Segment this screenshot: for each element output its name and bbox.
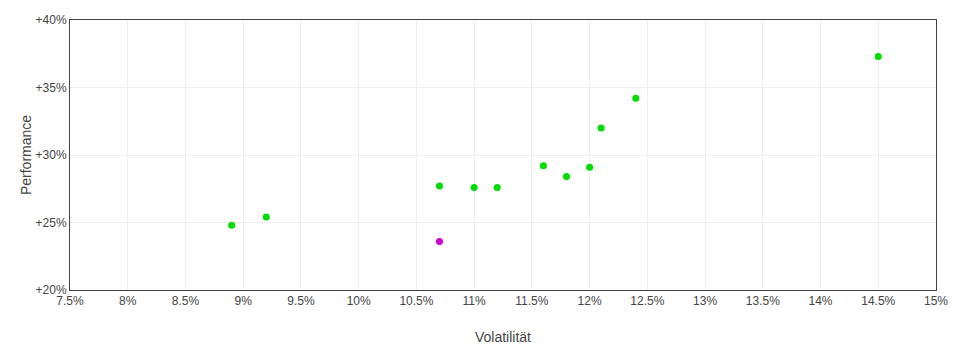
svg-text:11.5%: 11.5% [515,294,548,308]
svg-text:8.5%: 8.5% [172,294,200,308]
svg-text:11%: 11% [463,294,486,308]
svg-text:12.5%: 12.5% [630,294,664,308]
svg-text:12%: 12% [578,294,602,308]
svg-text:8%: 8% [119,294,137,308]
svg-text:10%: 10% [347,294,371,308]
svg-text:13%: 13% [693,294,717,308]
svg-text:14.5%: 14.5% [861,294,895,308]
svg-text:7.5%: 7.5% [56,294,84,308]
svg-text:Performance: Performance [18,115,34,195]
svg-text:+30%: +30% [36,148,67,162]
svg-text:+20%: +20% [36,283,67,297]
svg-text:+25%: +25% [36,216,67,230]
svg-text:15%: 15% [924,294,948,308]
svg-text:+40%: +40% [36,13,67,27]
svg-text:10.5%: 10.5% [399,294,433,308]
svg-text:Volatilität: Volatilität [475,329,531,345]
svg-text:+35%: +35% [36,81,67,95]
svg-text:9.5%: 9.5% [287,294,315,308]
svg-text:9%: 9% [235,294,253,308]
svg-text:13.5%: 13.5% [746,294,780,308]
svg-text:14%: 14% [809,294,833,308]
